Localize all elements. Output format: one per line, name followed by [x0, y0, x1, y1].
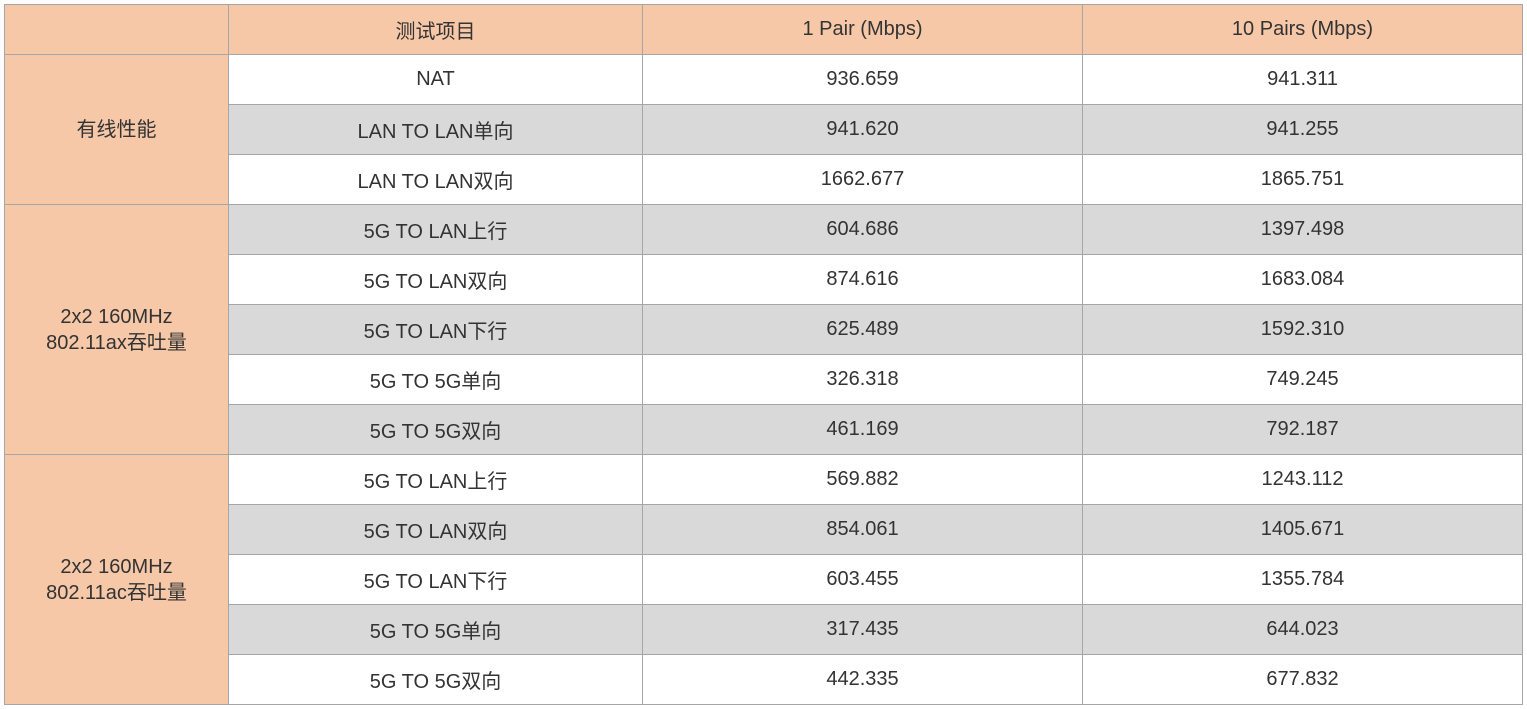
header-10pairs: 10 Pairs (Mbps)	[1083, 5, 1523, 55]
test-cell: 5G TO LAN双向	[229, 505, 643, 555]
table-row: 5G TO LAN双向874.6161683.084	[5, 255, 1523, 305]
table-row: 5G TO 5G单向317.435644.023	[5, 605, 1523, 655]
pair1-cell: 1662.677	[643, 155, 1083, 205]
pair1-cell: 604.686	[643, 205, 1083, 255]
pair1-cell: 936.659	[643, 55, 1083, 105]
header-1pair: 1 Pair (Mbps)	[643, 5, 1083, 55]
pair1-cell: 874.616	[643, 255, 1083, 305]
table-row: 2x2 160MHz802.11ac吞吐量5G TO LAN上行569.8821…	[5, 455, 1523, 505]
table-row: 2x2 160MHz802.11ax吞吐量5G TO LAN上行604.6861…	[5, 205, 1523, 255]
table-row: 5G TO 5G双向461.169792.187	[5, 405, 1523, 455]
table-row: LAN TO LAN双向1662.6771865.751	[5, 155, 1523, 205]
table-row: 5G TO 5G双向442.335677.832	[5, 655, 1523, 705]
category-label-line2: 802.11ax吞吐量	[13, 330, 220, 356]
test-cell: 5G TO LAN上行	[229, 205, 643, 255]
pair10-cell: 941.255	[1083, 105, 1523, 155]
table-row: 5G TO LAN下行603.4551355.784	[5, 555, 1523, 605]
table-row: 5G TO LAN下行625.4891592.310	[5, 305, 1523, 355]
test-cell: 5G TO 5G单向	[229, 605, 643, 655]
pair10-cell: 1865.751	[1083, 155, 1523, 205]
pair1-cell: 461.169	[643, 405, 1083, 455]
pair10-cell: 677.832	[1083, 655, 1523, 705]
test-cell: 5G TO 5G双向	[229, 655, 643, 705]
pair10-cell: 1397.498	[1083, 205, 1523, 255]
category-label-line1: 2x2 160MHz	[13, 304, 220, 330]
test-cell: 5G TO 5G双向	[229, 405, 643, 455]
test-cell: 5G TO LAN下行	[229, 305, 643, 355]
pair1-cell: 625.489	[643, 305, 1083, 355]
pair1-cell: 603.455	[643, 555, 1083, 605]
test-cell: 5G TO 5G单向	[229, 355, 643, 405]
pair10-cell: 941.311	[1083, 55, 1523, 105]
test-cell: LAN TO LAN单向	[229, 105, 643, 155]
header-category	[5, 5, 229, 55]
performance-table: 测试项目 1 Pair (Mbps) 10 Pairs (Mbps) 有线性能N…	[4, 4, 1523, 705]
test-cell: 5G TO LAN双向	[229, 255, 643, 305]
pair1-cell: 941.620	[643, 105, 1083, 155]
pair10-cell: 1683.084	[1083, 255, 1523, 305]
pair1-cell: 569.882	[643, 455, 1083, 505]
category-label-line1: 2x2 160MHz	[13, 554, 220, 580]
header-test: 测试项目	[229, 5, 643, 55]
category-cell: 2x2 160MHz802.11ax吞吐量	[5, 205, 229, 455]
table-row: 5G TO LAN双向854.0611405.671	[5, 505, 1523, 555]
test-cell: 5G TO LAN上行	[229, 455, 643, 505]
pair1-cell: 317.435	[643, 605, 1083, 655]
pair1-cell: 854.061	[643, 505, 1083, 555]
pair10-cell: 1405.671	[1083, 505, 1523, 555]
pair1-cell: 442.335	[643, 655, 1083, 705]
test-cell: NAT	[229, 55, 643, 105]
table-header-row: 测试项目 1 Pair (Mbps) 10 Pairs (Mbps)	[5, 5, 1523, 55]
pair10-cell: 1355.784	[1083, 555, 1523, 605]
category-cell: 2x2 160MHz802.11ac吞吐量	[5, 455, 229, 705]
table-body: 有线性能NAT936.659941.311LAN TO LAN单向941.620…	[5, 55, 1523, 705]
pair10-cell: 1243.112	[1083, 455, 1523, 505]
table-row: 5G TO 5G单向326.318749.245	[5, 355, 1523, 405]
test-cell: 5G TO LAN下行	[229, 555, 643, 605]
pair10-cell: 644.023	[1083, 605, 1523, 655]
pair10-cell: 1592.310	[1083, 305, 1523, 355]
table-row: LAN TO LAN单向941.620941.255	[5, 105, 1523, 155]
pair10-cell: 792.187	[1083, 405, 1523, 455]
test-cell: LAN TO LAN双向	[229, 155, 643, 205]
category-cell: 有线性能	[5, 55, 229, 205]
category-label-line2: 802.11ac吞吐量	[13, 580, 220, 606]
table-row: 有线性能NAT936.659941.311	[5, 55, 1523, 105]
pair10-cell: 749.245	[1083, 355, 1523, 405]
pair1-cell: 326.318	[643, 355, 1083, 405]
